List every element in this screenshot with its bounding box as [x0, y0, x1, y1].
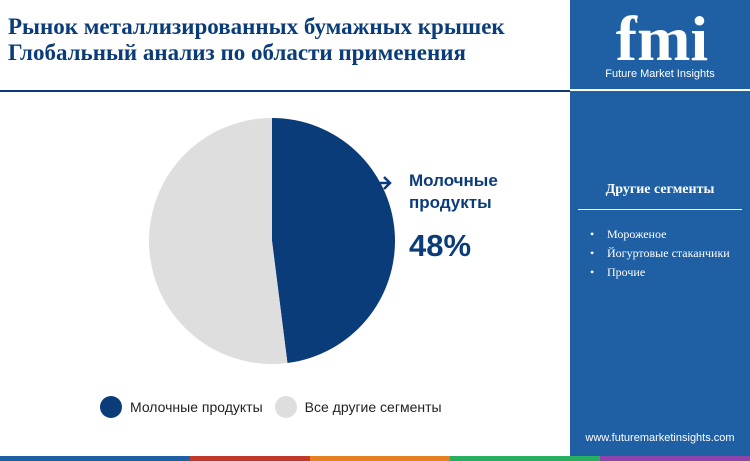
- legend-swatch-dairy: [100, 396, 122, 418]
- bottom-bar-segment: [310, 456, 450, 461]
- legend-swatch-other: [274, 396, 297, 418]
- page-title: Рынок металлизированных бумажных крышек …: [8, 14, 568, 66]
- sidebar: fmi Future Market Insights Другие сегмен…: [570, 0, 750, 461]
- segments-divider: [578, 209, 742, 210]
- globe-icon: [637, 13, 687, 25]
- pie-chart: [148, 118, 395, 365]
- pie-slice-other: [148, 118, 288, 365]
- legend-label-other: Все другие сегменты: [304, 399, 442, 415]
- bottom-bar-segment: [0, 456, 190, 461]
- sidebar-divider: [570, 89, 750, 91]
- bottom-bar-segment: [450, 456, 600, 461]
- callout-label-line-2: продукты: [409, 193, 492, 212]
- legend: Молочные продукты Все другие сегменты: [100, 396, 454, 418]
- title-divider: [0, 90, 570, 92]
- legend-label-dairy: Молочные продукты: [130, 399, 263, 415]
- bottom-bar-segment: [600, 456, 750, 461]
- title-line-2: Глобальный анализ по области применения: [8, 40, 466, 65]
- website-link[interactable]: www.futuremarketinsights.com: [585, 432, 735, 444]
- pie-slice-dairy: [272, 118, 395, 364]
- bottom-color-bar: [0, 456, 750, 461]
- segments-title: Другие сегменты: [605, 182, 715, 197]
- callout-label-line-1: Молочные: [409, 171, 498, 190]
- fmi-logo: fmi: [616, 8, 708, 68]
- legend-item-dairy: Молочные продукты: [100, 396, 263, 418]
- title-line-1: Рынок металлизированных бумажных крышек: [8, 14, 505, 39]
- segment-item: Йогуртовые стаканчики: [590, 245, 740, 261]
- segment-item: Прочие: [590, 264, 740, 280]
- legend-item-other: Все другие сегменты: [274, 396, 442, 418]
- callout-arrow: [378, 176, 392, 190]
- callout-label: Молочные продукты: [409, 170, 498, 214]
- bottom-bar-segment: [190, 456, 310, 461]
- company-name: Future Market Insights: [605, 68, 715, 80]
- segments-list: Мороженое Йогуртовые стаканчики Прочие: [590, 226, 740, 283]
- callout-value: 48%: [409, 228, 472, 263]
- segment-item: Мороженое: [590, 226, 740, 242]
